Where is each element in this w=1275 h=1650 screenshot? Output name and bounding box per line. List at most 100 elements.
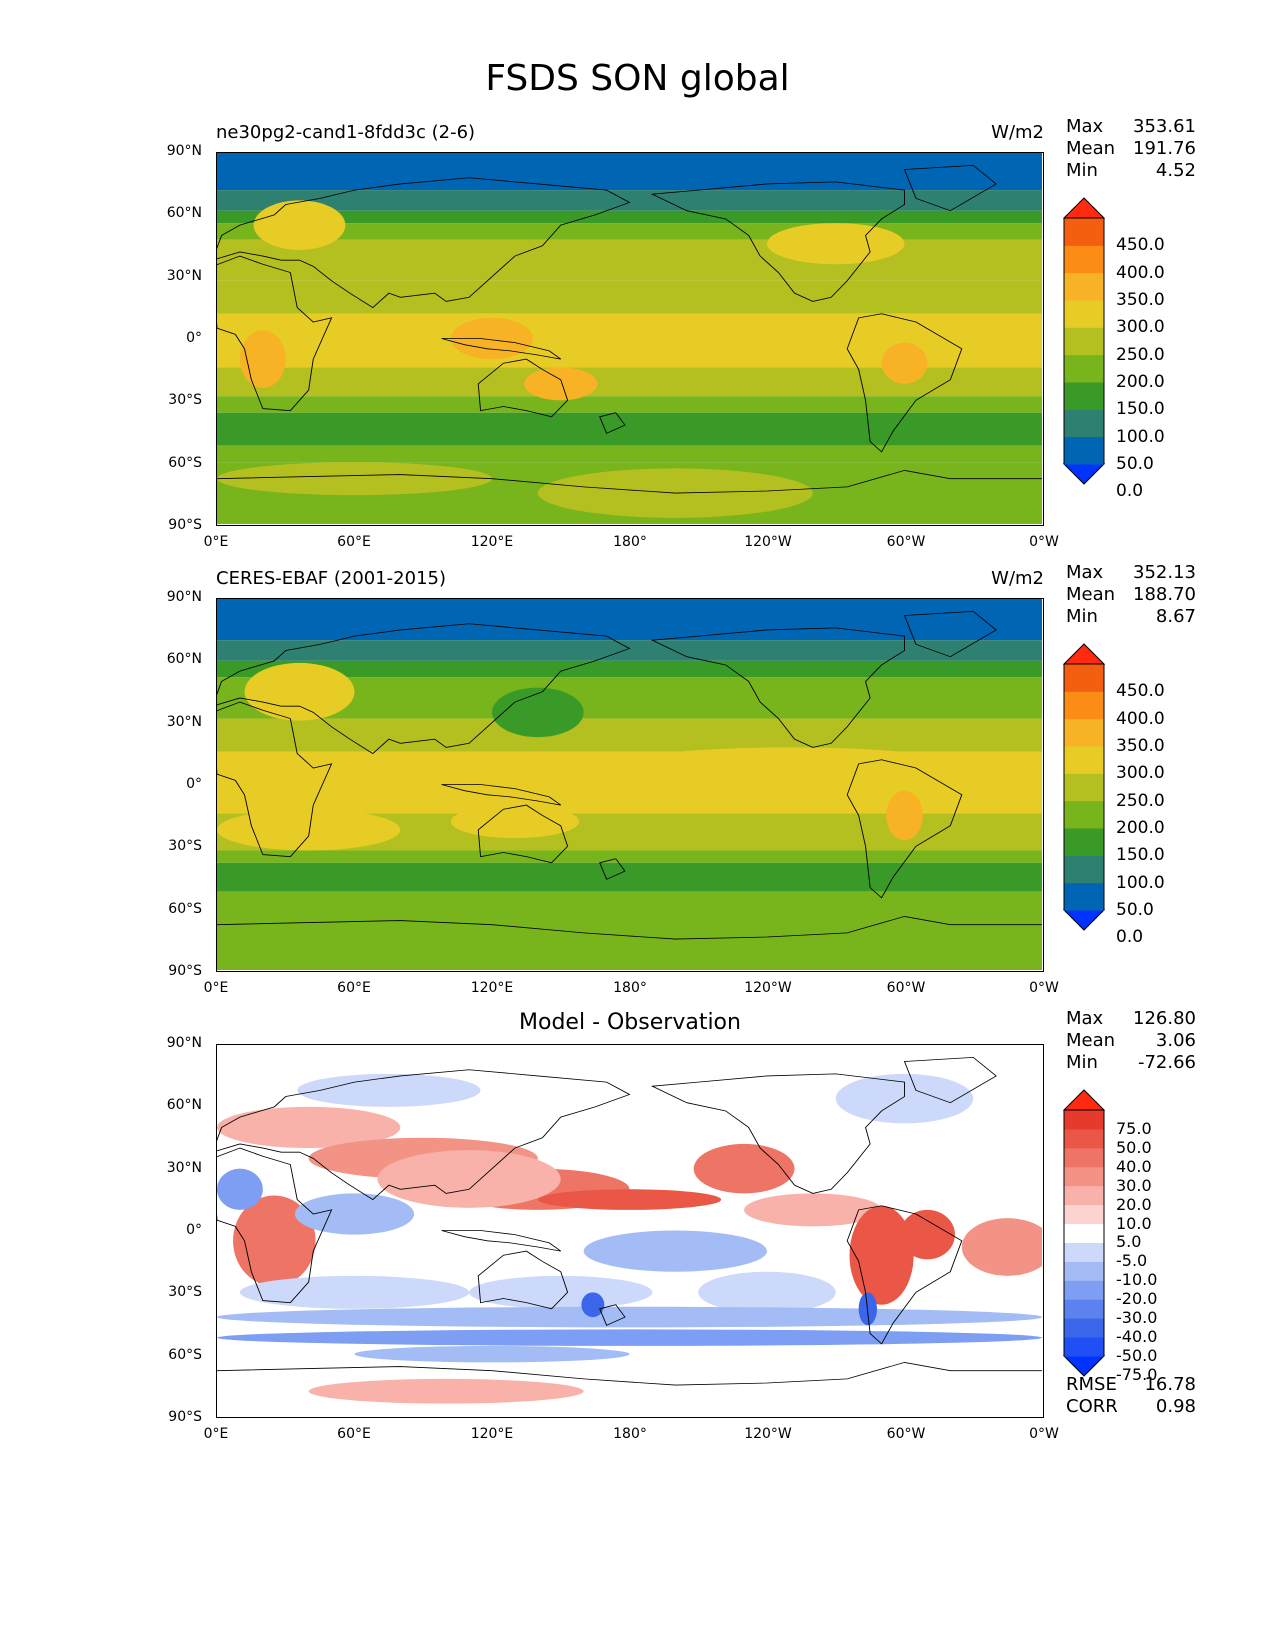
stat-label: Max bbox=[1066, 1008, 1104, 1029]
stat-value: 16.78 bbox=[1144, 1374, 1196, 1395]
lat-tick-label: 0° bbox=[186, 1221, 202, 1238]
stat-row-max: Max 352.13 bbox=[1066, 562, 1196, 584]
lon-tick-label: 60°W bbox=[886, 534, 926, 550]
stat-row-mean: Mean 3.06 bbox=[1066, 1030, 1196, 1052]
stat-row-max: Max 126.80 bbox=[1066, 1008, 1196, 1030]
lat-tick-label: 0° bbox=[186, 329, 202, 346]
stat-row-rmse: RMSE 16.78 bbox=[1066, 1374, 1196, 1396]
colorbar-tick-label: 5.0 bbox=[1116, 1232, 1142, 1252]
colorbar-tick-label: -75.0 bbox=[1116, 1364, 1158, 1384]
stats-block: Max 352.13 Mean 188.70 Min 8.67 bbox=[1066, 562, 1196, 628]
lat-tick-label: 30°S bbox=[168, 1284, 202, 1301]
stat-value: 188.70 bbox=[1133, 584, 1196, 605]
stat-value: 353.61 bbox=[1133, 116, 1196, 137]
stats-block: Max 353.61 Mean 191.76 Min 4.52 bbox=[1066, 116, 1196, 182]
lon-tick-label: 0°E bbox=[203, 534, 229, 550]
lon-tick-label: 120°E bbox=[470, 1426, 514, 1442]
colorbar-tick-label: 10.0 bbox=[1116, 1213, 1152, 1233]
lat-tick-label: 60°S bbox=[168, 454, 202, 471]
colorbar-tick-label: -20.0 bbox=[1116, 1289, 1158, 1309]
stat-value: 352.13 bbox=[1133, 562, 1196, 583]
colorbar bbox=[1062, 1089, 1106, 1377]
contour-map bbox=[217, 599, 1042, 970]
stat-row-corr: CORR 0.98 bbox=[1066, 1396, 1196, 1418]
panel-title-center: Model - Observation bbox=[519, 1010, 741, 1035]
stat-row-mean: Mean 191.76 bbox=[1066, 138, 1196, 160]
lon-tick-label: 0°W bbox=[1029, 980, 1059, 996]
lon-tick-label: 120°W bbox=[744, 534, 792, 550]
colorbar-tick-label: 20.0 bbox=[1116, 1194, 1152, 1214]
lon-tick-label: 60°W bbox=[886, 980, 926, 996]
lat-tick-label: 60°N bbox=[166, 205, 202, 222]
lat-tick-label: 60°S bbox=[168, 900, 202, 917]
stat-label: CORR bbox=[1066, 1396, 1118, 1417]
colorbar-tick-label: 300.0 bbox=[1116, 763, 1165, 784]
colorbar-tick-label: 200.0 bbox=[1116, 372, 1165, 392]
stat-row-min: Min -72.66 bbox=[1066, 1052, 1196, 1074]
stats-block: Max 126.80 Mean 3.06 Min -72.66 bbox=[1066, 1008, 1196, 1074]
stat-label: RMSE bbox=[1066, 1374, 1117, 1395]
colorbar-tick-label: 75.0 bbox=[1116, 1118, 1152, 1138]
error-stats-block: RMSE 16.78 CORR 0.98 bbox=[1066, 1374, 1196, 1418]
stat-value: 126.80 bbox=[1133, 1008, 1196, 1029]
colorbar-tick-label: -30.0 bbox=[1116, 1308, 1158, 1328]
lon-tick-label: 120°W bbox=[744, 1426, 792, 1442]
lat-tick-label: 90°S bbox=[168, 962, 202, 979]
colorbar-tick-label: 150.0 bbox=[1116, 845, 1165, 866]
lat-tick-label: 0° bbox=[186, 775, 202, 792]
stat-label: Mean bbox=[1066, 138, 1116, 159]
figure-title: FSDS SON global bbox=[485, 58, 790, 99]
lat-tick-label: 30°S bbox=[168, 392, 202, 409]
colorbar-tick-label: -50.0 bbox=[1116, 1346, 1158, 1365]
panel-units: W/m2 bbox=[991, 568, 1044, 589]
colorbar-tick-label: 30.0 bbox=[1116, 1175, 1152, 1195]
lon-tick-label: 0°W bbox=[1029, 1426, 1059, 1442]
stat-value: 0.98 bbox=[1155, 1396, 1196, 1417]
colorbar-tick-label: -5.0 bbox=[1116, 1251, 1148, 1271]
lat-tick-label: 60°N bbox=[166, 1097, 202, 1114]
colorbar-tick-label: 400.0 bbox=[1116, 708, 1165, 729]
lat-tick-label: 30°N bbox=[166, 267, 202, 284]
lat-tick-label: 60°N bbox=[166, 651, 202, 668]
lat-tick-label: 90°S bbox=[168, 1408, 202, 1425]
colorbar-tick-label: -10.0 bbox=[1116, 1270, 1158, 1290]
lat-tick-label: 30°S bbox=[168, 838, 202, 855]
lon-tick-label: 180° bbox=[613, 534, 647, 550]
panel-title-left: ne30pg2-cand1-8fdd3c (2-6) bbox=[216, 122, 476, 143]
colorbar-tick-label: 100.0 bbox=[1116, 872, 1165, 893]
colorbar-tick-label: 200.0 bbox=[1116, 818, 1165, 838]
panel-units: W/m2 bbox=[991, 122, 1044, 143]
lon-tick-label: 120°W bbox=[744, 980, 792, 996]
colorbar-tick-label: 300.0 bbox=[1116, 317, 1165, 338]
stat-value: 3.06 bbox=[1155, 1030, 1196, 1051]
lat-tick-label: 90°S bbox=[168, 516, 202, 533]
stat-label: Max bbox=[1066, 116, 1104, 137]
stat-row-min: Min 8.67 bbox=[1066, 606, 1196, 628]
colorbar-tick-label: 400.0 bbox=[1116, 262, 1165, 283]
lon-tick-label: 60°E bbox=[337, 534, 371, 550]
colorbar-tick-label: 0.0 bbox=[1116, 927, 1144, 948]
colorbar-tick-label: 40.0 bbox=[1116, 1156, 1152, 1176]
lon-tick-label: 180° bbox=[613, 1426, 647, 1442]
stat-label: Max bbox=[1066, 562, 1104, 583]
colorbar-tick-label: 50.0 bbox=[1116, 454, 1154, 474]
lon-tick-label: 0°E bbox=[203, 980, 229, 996]
stat-value: 4.52 bbox=[1155, 160, 1196, 181]
stat-label: Min bbox=[1066, 606, 1098, 627]
colorbar-tick-label: 150.0 bbox=[1116, 399, 1165, 420]
colorbar-tick-label: -40.0 bbox=[1116, 1327, 1158, 1347]
colorbar-tick-label: 100.0 bbox=[1116, 426, 1165, 447]
stat-row-max: Max 353.61 bbox=[1066, 116, 1196, 138]
colorbar-tick-label: 450.0 bbox=[1116, 235, 1165, 256]
lon-tick-label: 60°E bbox=[337, 1426, 371, 1442]
stat-label: Mean bbox=[1066, 584, 1116, 605]
lat-tick-label: 30°N bbox=[166, 1159, 202, 1176]
map-plot-area bbox=[216, 1044, 1044, 1418]
lon-tick-label: 60°E bbox=[337, 980, 371, 996]
lat-tick-label: 90°N bbox=[166, 589, 202, 605]
lat-tick-label: 60°S bbox=[168, 1346, 202, 1363]
stat-value: 191.76 bbox=[1133, 138, 1196, 159]
lon-tick-label: 120°E bbox=[470, 534, 514, 550]
lat-tick-label: 90°N bbox=[166, 143, 202, 159]
colorbar bbox=[1062, 197, 1106, 485]
